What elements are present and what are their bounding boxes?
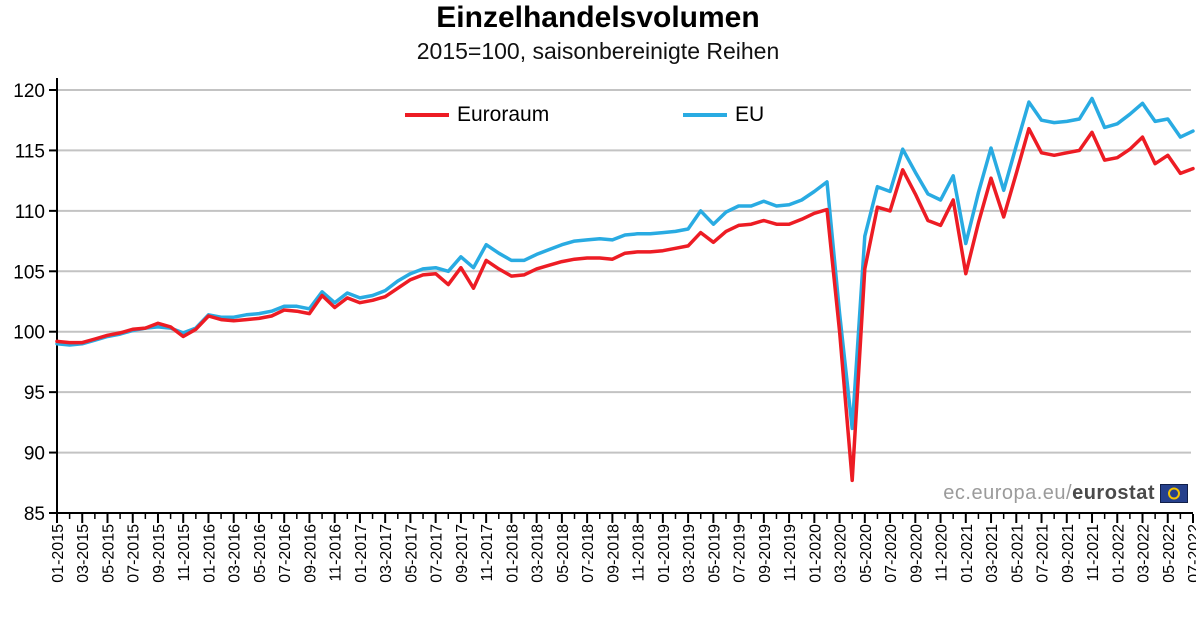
x-tick-label: 11-2020 [934, 524, 951, 582]
x-tick-label: 05-2021 [1009, 524, 1026, 583]
x-tick-label: 11-2018 [631, 524, 648, 582]
x-tick-label: 07-2016 [277, 524, 294, 583]
x-tick-label: 05-2016 [252, 524, 269, 583]
y-tick-label: 115 [15, 141, 45, 162]
x-tick-label: 01-2019 [656, 524, 673, 583]
legend-label-euroraum: Euroraum [457, 103, 550, 126]
x-tick-label: 05-2018 [555, 524, 572, 583]
y-tick-label: 120 [13, 81, 45, 102]
eu-line-swatch [683, 113, 727, 117]
watermark-prefix: ec.europa.eu/ [943, 482, 1073, 504]
x-tick-label: 07-2022 [1186, 524, 1196, 583]
x-tick-label: 09-2015 [151, 524, 168, 583]
x-tick-label: 03-2021 [984, 524, 1001, 583]
x-tick-label: 03-2018 [530, 524, 547, 583]
x-tick-label: 07-2019 [732, 524, 749, 583]
y-tick-label: 85 [24, 504, 45, 525]
x-tick-label: 07-2020 [883, 524, 900, 583]
x-tick-label: 07-2021 [1035, 524, 1052, 583]
x-tick-label: 11-2015 [176, 524, 193, 582]
watermark-brand: eurostat [1072, 482, 1155, 504]
x-tick-label: 01-2018 [504, 524, 521, 583]
x-tick-label: 05-2017 [403, 524, 420, 583]
x-tick-label: 03-2019 [681, 524, 698, 583]
x-tick-label: 11-2019 [782, 524, 799, 582]
euroraum-line [55, 126, 1195, 483]
x-tick-label: 05-2022 [1161, 524, 1178, 583]
chart-subtitle: 2015=100, saisonbereinigte Reihen [416, 38, 780, 64]
x-tick-label: 05-2019 [706, 524, 723, 583]
x-tick-label: 05-2015 [100, 524, 117, 583]
x-tick-label: 01-2015 [50, 524, 67, 583]
x-tick-label: 09-2017 [454, 524, 471, 583]
x-tick-label: 11-2021 [1085, 524, 1102, 582]
legend-item-euroraum: Euroraum [405, 103, 549, 127]
legend-item-eu: EU [683, 103, 764, 127]
x-tick-label: 09-2018 [605, 524, 622, 583]
y-tick-label: 100 [13, 323, 45, 344]
x-tick-label: 01-2016 [201, 524, 218, 583]
x-tick-label: 01-2017 [353, 524, 370, 583]
legend-label-eu: EU [735, 103, 765, 126]
x-tick-label: 01-2021 [959, 524, 976, 583]
chart-title: Einzelhandelsvolumen [436, 1, 760, 34]
x-tick-label: 09-2021 [1060, 524, 1077, 583]
x-tick-label: 01-2020 [807, 524, 824, 583]
euroraum-line-swatch [405, 113, 449, 117]
x-tick-label: 03-2022 [1136, 524, 1153, 583]
y-tick-label: 95 [24, 383, 45, 404]
x-tick-label: 05-2020 [858, 524, 875, 583]
x-tick-label: 07-2018 [580, 524, 597, 583]
x-tick-label: 03-2020 [833, 524, 850, 583]
y-tick-label: 90 [24, 444, 45, 465]
y-tick-label: 105 [13, 262, 45, 283]
x-tick-label: 03-2015 [75, 524, 92, 583]
eu-line [55, 96, 1195, 431]
x-tick-label: 09-2019 [757, 524, 774, 583]
x-tick-label: 09-2016 [302, 524, 319, 583]
x-tick-label: 09-2020 [908, 524, 925, 583]
x-tick-label: 11-2017 [479, 524, 496, 582]
x-tick-label: 11-2016 [328, 524, 345, 582]
eu-flag-icon [1160, 484, 1188, 503]
x-tick-label: 07-2015 [126, 524, 143, 583]
x-tick-label: 03-2017 [378, 524, 395, 583]
x-tick-label: 01-2022 [1110, 524, 1127, 583]
eurostat-watermark: ec.europa.eu/eurostat [943, 482, 1188, 505]
y-tick-label: 110 [15, 202, 45, 223]
x-tick-label: 03-2016 [227, 524, 244, 583]
x-tick-label: 07-2017 [429, 524, 446, 583]
